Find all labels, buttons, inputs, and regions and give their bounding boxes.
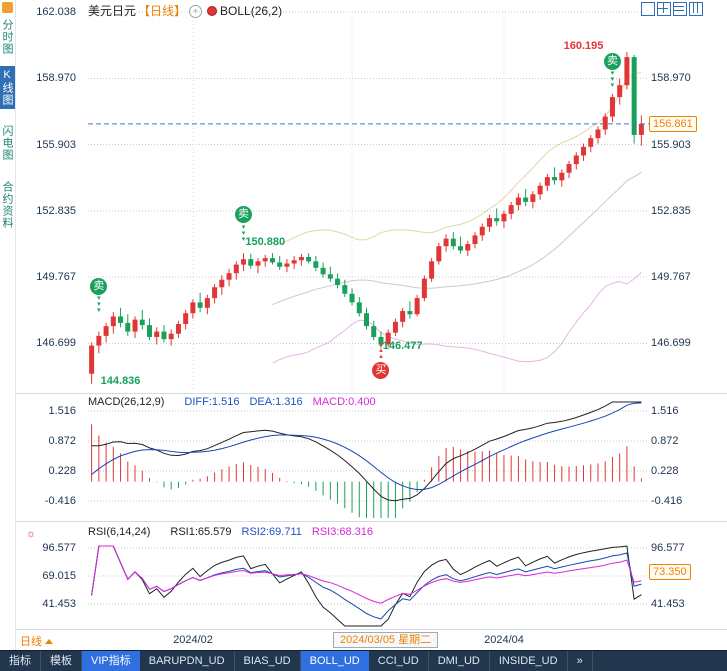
macd-value-label: MACD:0.400 bbox=[312, 396, 376, 408]
axis-tick-label: 96.577 bbox=[42, 541, 76, 554]
axis-tick-label: 0.872 bbox=[48, 435, 76, 447]
boll-indicator-label: BOLL(26,2) bbox=[220, 4, 283, 18]
price-annotation: 150.880 bbox=[245, 236, 286, 249]
sell-signal-marker: 卖 bbox=[90, 277, 108, 295]
layout-single-icon[interactable] bbox=[641, 2, 655, 16]
axis-tick-label: 96.577 bbox=[651, 541, 685, 554]
indicator-toolbar: 指标 模板 VIP指标 BARUPDN_UD BIAS_UD BOLL_UD CCI_UD D… bbox=[0, 650, 727, 671]
sidebar-item-0[interactable]: 分时图 bbox=[1, 19, 13, 55]
rsi-title-label: RSI(6,14,24) bbox=[88, 526, 151, 538]
macd-panel-title: MACD(26,12,9) DIFF:1.516 DEA:1.316 MACD:0.4… bbox=[88, 396, 396, 408]
time-axis-label: 2024/02 bbox=[173, 634, 213, 646]
app-icon[interactable] bbox=[2, 2, 13, 13]
rsi-value-label: RSI2:69.711 bbox=[241, 526, 302, 538]
axis-tick-label: 0.228 bbox=[48, 465, 76, 477]
price-annotation: 144.836 bbox=[100, 374, 141, 387]
toolbar-tab-1[interactable]: 模板 bbox=[41, 651, 82, 671]
axis-tick-label: 158.970 bbox=[36, 72, 76, 85]
chevron-up-icon bbox=[45, 638, 53, 644]
axis-tick-label: -0.416 bbox=[651, 494, 683, 507]
axis-tick-label: 69.015 bbox=[42, 570, 76, 582]
sell-signal-marker: 卖 bbox=[603, 52, 621, 70]
current-price-badge: 156.861 bbox=[649, 115, 697, 132]
rsi-value-badge: 73.350 bbox=[649, 563, 691, 580]
sell-signal-marker: 卖 bbox=[235, 206, 253, 224]
sell-signal-arrows: ▾ ▾ ▾ bbox=[610, 70, 615, 90]
axis-tick-label: 158.970 bbox=[651, 72, 691, 85]
symbol-title: 美元日元 bbox=[88, 4, 137, 18]
toolbar-tab-9[interactable]: » bbox=[568, 651, 593, 671]
price-annotation: 146.477 bbox=[382, 339, 423, 352]
toolbar-tab-4[interactable]: BIAS_UD bbox=[235, 651, 301, 671]
toolbar-tab-8[interactable]: INSIDE_UD bbox=[490, 651, 568, 671]
sell-signal-arrows: ▾ ▾ ▾ bbox=[241, 223, 246, 243]
axis-tick-label: 152.835 bbox=[36, 204, 76, 217]
layout-quad-icon[interactable] bbox=[657, 2, 671, 16]
chart-canvas bbox=[16, 11, 727, 627]
buy-signal-arrows: ▴ ▴ ▴ bbox=[379, 341, 383, 361]
axis-tick-label: -0.416 bbox=[44, 494, 76, 507]
indicator-dot-icon bbox=[207, 6, 218, 16]
price-annotation: 160.195 bbox=[563, 39, 604, 52]
toolbar-tab-6[interactable]: CCI_UD bbox=[369, 651, 429, 671]
indicator-settings-icon[interactable]: ☼ bbox=[26, 528, 37, 540]
period-tag: 【日线】 bbox=[138, 4, 187, 18]
axis-tick-label: 149.767 bbox=[651, 271, 691, 284]
axis-tick-label: 0.872 bbox=[651, 435, 679, 447]
time-axis: 日线 2024/02 2024/04 2024/03/05 星期二 bbox=[16, 629, 727, 651]
toolbar-tab-0[interactable]: 指标 bbox=[0, 651, 41, 671]
macd-value-label: DEA:1.316 bbox=[249, 396, 303, 408]
axis-tick-label: 41.453 bbox=[651, 598, 685, 610]
axis-tick-label: 155.903 bbox=[651, 138, 691, 151]
sidebar-item-2[interactable]: 闪电图 bbox=[1, 125, 13, 161]
sell-signal-arrows: ▾ ▾ ▾ bbox=[97, 295, 101, 315]
axis-tick-label: 152.835 bbox=[651, 204, 691, 217]
axis-tick-label: 1.516 bbox=[651, 405, 679, 417]
rsi-panel-title: RSI(6,14,24) RSI1:65.579 RSI2:69.711 RSI3:6… bbox=[88, 526, 393, 538]
toolbar-tab-7[interactable]: DMI_UD bbox=[429, 651, 490, 671]
period-dropdown-label: 日线 bbox=[20, 636, 42, 648]
add-indicator-icon[interactable]: + bbox=[189, 5, 203, 18]
macd-value-label: DIFF:1.516 bbox=[184, 396, 240, 408]
time-axis-label: 2024/04 bbox=[484, 634, 524, 646]
toolbar-tab-5[interactable]: BOLL_UD bbox=[300, 651, 369, 671]
layout-rows-icon[interactable] bbox=[673, 2, 687, 16]
sidebar-item-3[interactable]: 合约资料 bbox=[1, 181, 13, 229]
buy-signal-marker: 买 bbox=[372, 361, 390, 379]
axis-tick-label: 162.038 bbox=[36, 6, 76, 18]
axis-tick-label: 1.516 bbox=[48, 405, 76, 417]
axis-tick-label: 146.699 bbox=[651, 337, 691, 350]
axis-tick-label: 0.228 bbox=[651, 465, 679, 477]
sidebar-item-1[interactable]: K线图 bbox=[0, 66, 15, 109]
toolbar-tab-3[interactable]: BARUPDN_UD bbox=[140, 651, 235, 671]
crosshair-date-badge: 2024/03/05 星期二 bbox=[333, 632, 439, 648]
axis-tick-label: 41.453 bbox=[42, 598, 76, 610]
macd-title-label: MACD(26,12,9) bbox=[88, 396, 165, 408]
rsi-value-label: RSI1:65.579 bbox=[170, 526, 232, 538]
layout-columns-icon[interactable] bbox=[689, 2, 703, 16]
axis-tick-label: 146.699 bbox=[36, 337, 76, 350]
left-sidebar: 分时图 K线图闪电图合约资料 bbox=[0, 0, 16, 650]
toolbar-tab-2[interactable]: VIP指标 bbox=[82, 651, 140, 671]
axis-tick-label: 149.767 bbox=[36, 271, 76, 284]
period-dropdown[interactable]: 日线 bbox=[20, 633, 53, 649]
chart-header: 美元日元 【日线】 + BOLL(26,2) bbox=[88, 2, 282, 18]
rsi-value-label: RSI3:68.316 bbox=[311, 526, 374, 538]
layout-icons bbox=[641, 2, 703, 16]
axis-tick-label: 155.903 bbox=[36, 138, 76, 151]
